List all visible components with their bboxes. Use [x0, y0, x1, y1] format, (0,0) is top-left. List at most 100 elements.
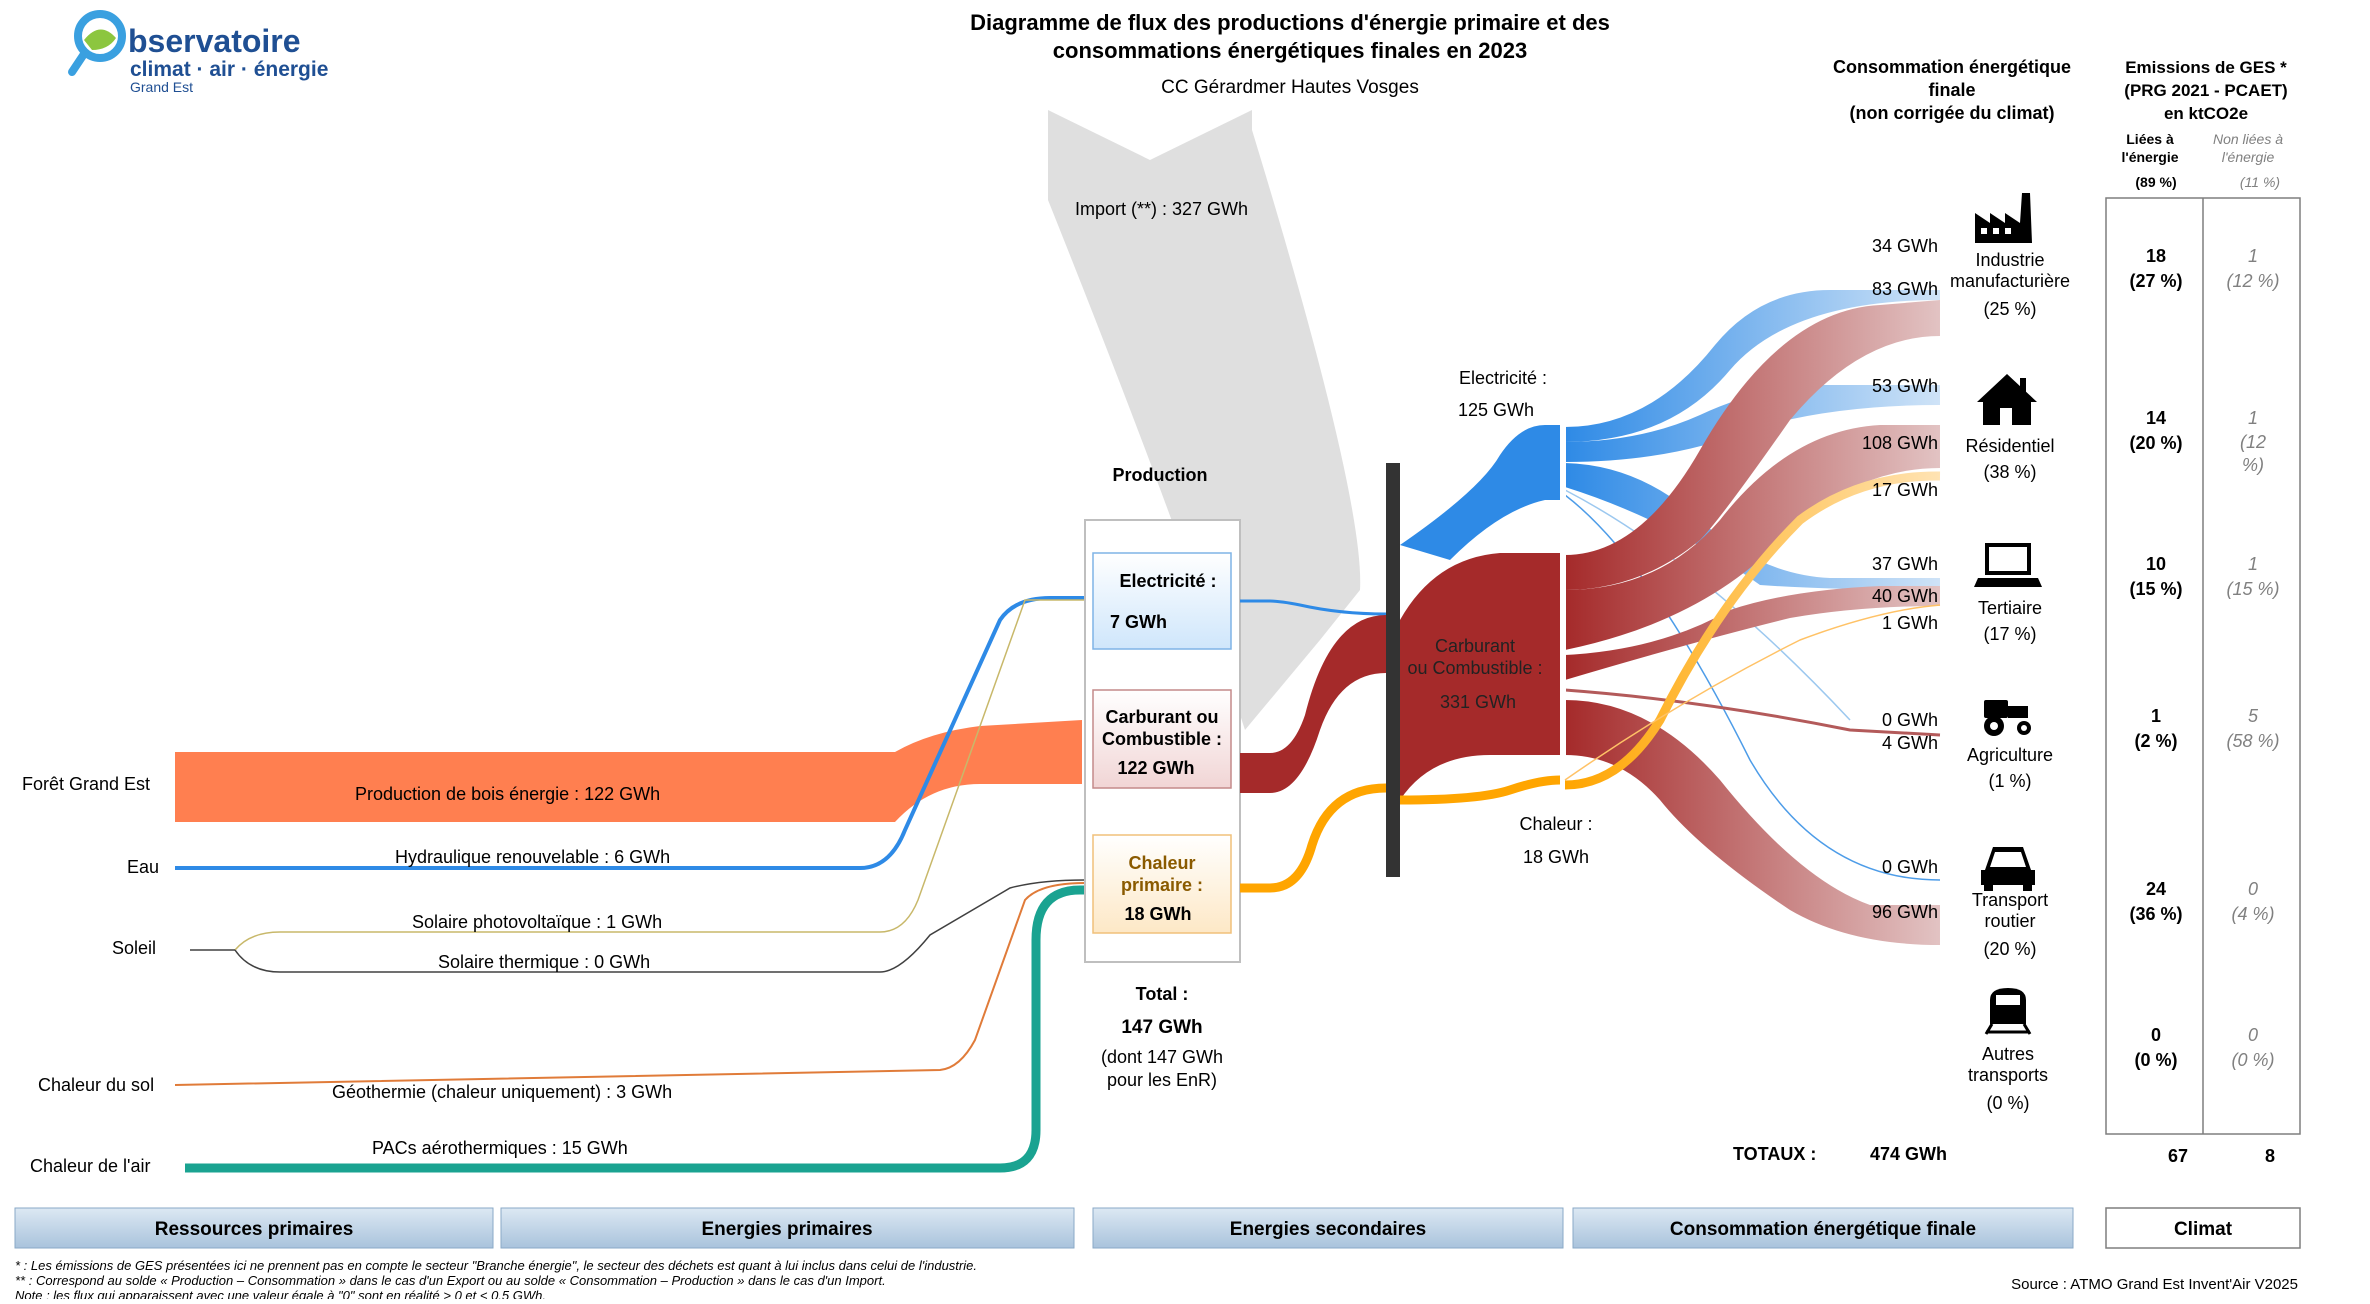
sector-agriculture-name: Agriculture [1967, 745, 2053, 765]
flow-tr-elec: 0 GWh [1882, 857, 1938, 877]
sector-tertiary-pct: (17 %) [1983, 624, 2036, 644]
non-ges-tertiary-pct: (15 %) [2226, 579, 2279, 599]
flow-ter-fuel: 40 GWh [1872, 586, 1938, 606]
flow-tr-fuel: 96 GWh [1872, 902, 1938, 922]
sector-tertiary-name: Tertiaire [1978, 598, 2042, 618]
source-note: Source : ATMO Grand Est Invent'Air V2025 [2011, 1276, 2298, 1293]
resource-water: Eau [127, 857, 159, 877]
hub-bar [1386, 463, 1400, 877]
non-ges-transport-pct: (4 %) [2231, 904, 2274, 924]
flow-agr-elec: 0 GWh [1882, 710, 1938, 730]
secondary-heat-label: Chaleur : [1519, 814, 1592, 834]
laptop-icon [1974, 543, 2042, 587]
non-ges-residential: 1 [2248, 408, 2258, 428]
resource-ground-heat: Chaleur du sol [38, 1075, 154, 1095]
ges-tertiary: 10 [2146, 554, 2166, 574]
heat-to-tertiary-flow [1564, 604, 1941, 781]
factory-icon [1975, 193, 2032, 243]
production-header: Production [1113, 465, 1208, 485]
wood-flow [175, 720, 1082, 822]
ges-other-transport-pct: (0 %) [2134, 1050, 2177, 1070]
totals-value: 474 GWh [1870, 1144, 1947, 1164]
production-heat-label: Chaleur [1128, 853, 1195, 873]
page-title: Diagramme de flux des productions d'éner… [970, 10, 1610, 35]
aerothermal-flow [185, 885, 1085, 1173]
fuel-to-agriculture-flow [1564, 688, 1941, 737]
secondary-fuel-label-line2: ou Combustible : [1407, 658, 1542, 678]
hub-to-electricity-flow [1400, 425, 1560, 560]
production-electricity-box [1092, 552, 1232, 650]
non-ges-tertiary: 1 [2248, 554, 2258, 574]
ges-header: Emissions de GES * [2125, 58, 2287, 77]
category-secondary-energies [1092, 1207, 1564, 1249]
non-ges-industry: 1 [2248, 246, 2258, 266]
sector-other-transport-name: Autres [1982, 1044, 2034, 1064]
totals-label: TOTAUX : [1733, 1144, 1816, 1164]
fuel-to-transport-flow [1565, 700, 1940, 945]
category-final-consumption-label: Consommation énergétique finale [1670, 1219, 1976, 1240]
solar-pv-flow [234, 599, 1085, 951]
ges-residential: 14 [2146, 408, 2166, 428]
ges-col1-header: Liées à [2126, 131, 2174, 147]
import-label: Import (**) : 327 GWh [1075, 199, 1248, 219]
fuel-to-tertiary-flow [1565, 586, 1940, 680]
consumption-header-line3: (non corrigée du climat) [1849, 103, 2054, 123]
solar-thermal-flow [234, 879, 1086, 973]
flow-ter-heat: 1 GWh [1882, 613, 1938, 633]
production-fuel-label: Carburant ou [1105, 707, 1218, 727]
production-fuel-label-line2: Combustible : [1102, 729, 1222, 749]
flow-ter-elec: 37 GWh [1872, 554, 1938, 574]
solar-pv-label: Solaire photovoltaïque : 1 GWh [412, 912, 662, 932]
non-ges-transport: 0 [2248, 879, 2258, 899]
page-subtitle: CC Gérardmer Hautes Vosges [1161, 77, 1419, 98]
production-heat-value: 18 GWh [1124, 904, 1191, 924]
aerothermal-label: PACs aérothermiques : 15 GWh [372, 1138, 628, 1158]
hydraulic-label: Hydraulique renouvelable : 6 GWh [395, 847, 670, 867]
logo-line2: climat · air · énergie [130, 58, 328, 81]
ges-header-line3: en ktCO2e [2164, 104, 2248, 123]
geothermal-flow [174, 882, 1086, 1086]
sector-residential-name: Résidentiel [1965, 436, 2054, 456]
fuel-to-hub-flow [1240, 615, 1386, 793]
import-flow [1048, 110, 1361, 730]
sector-transport-name-line2: routier [1984, 911, 2035, 931]
non-ges-agriculture-pct: (58 %) [2226, 731, 2279, 751]
production-total-value: 147 GWh [1121, 1017, 1202, 1038]
ges-tertiary-pct: (15 %) [2129, 579, 2182, 599]
ges-header-line2: (PRG 2021 - PCAET) [2124, 81, 2287, 100]
electricity-split-bar [1560, 422, 1566, 502]
hub-to-heat-flow [1399, 775, 1561, 805]
sector-agriculture-pct: (1 %) [1988, 771, 2031, 791]
house-icon [1977, 374, 2037, 425]
resource-air-heat: Chaleur de l'air [30, 1156, 151, 1176]
flow-agr-fuel: 4 GWh [1882, 733, 1938, 753]
non-ges-residential-pct: (12 [2240, 432, 2266, 452]
fuel-split-bar [1560, 550, 1566, 758]
production-fuel-value: 122 GWh [1117, 758, 1194, 778]
ges-col2-pct: (11 %) [2240, 174, 2280, 190]
resource-forest: Forêt Grand Est [22, 774, 150, 794]
secondary-fuel-label: Carburant [1435, 636, 1515, 656]
totals-non-ges: 8 [2265, 1146, 2275, 1166]
production-electricity-value: 7 GWh [1110, 612, 1167, 632]
heat-to-residential-flow [1564, 471, 1941, 790]
ges-col1-header-line2: l'énergie [2121, 149, 2178, 165]
logo-line1: bservatoire [128, 23, 301, 59]
consumption-header-line2: finale [1928, 80, 1975, 100]
non-ges-agriculture: 5 [2248, 706, 2259, 726]
train-icon [1984, 988, 2032, 1035]
geothermal-label: Géothermie (chaleur uniquement) : 3 GWh [332, 1082, 672, 1102]
non-ges-industry-pct: (12 %) [2226, 271, 2279, 291]
sector-transport-pct: (20 %) [1983, 939, 2036, 959]
category-primary-resources-label: Ressources primaires [155, 1219, 354, 1240]
electricity-to-hub-flow [1240, 599, 1387, 616]
consumption-header: Consommation énergétique [1833, 57, 2071, 77]
secondary-electricity-label: Electricité : [1459, 368, 1547, 388]
sector-industry-pct: (25 %) [1983, 299, 2036, 319]
logo: bservatoire climat · air · énergie Grand… [68, 10, 328, 95]
secondary-heat-value: 18 GWh [1523, 847, 1589, 867]
ges-col1-pct: (89 %) [2135, 174, 2176, 190]
ges-agriculture-pct: (2 %) [2134, 731, 2177, 751]
flow-ind-fuel: 83 GWh [1872, 279, 1938, 299]
